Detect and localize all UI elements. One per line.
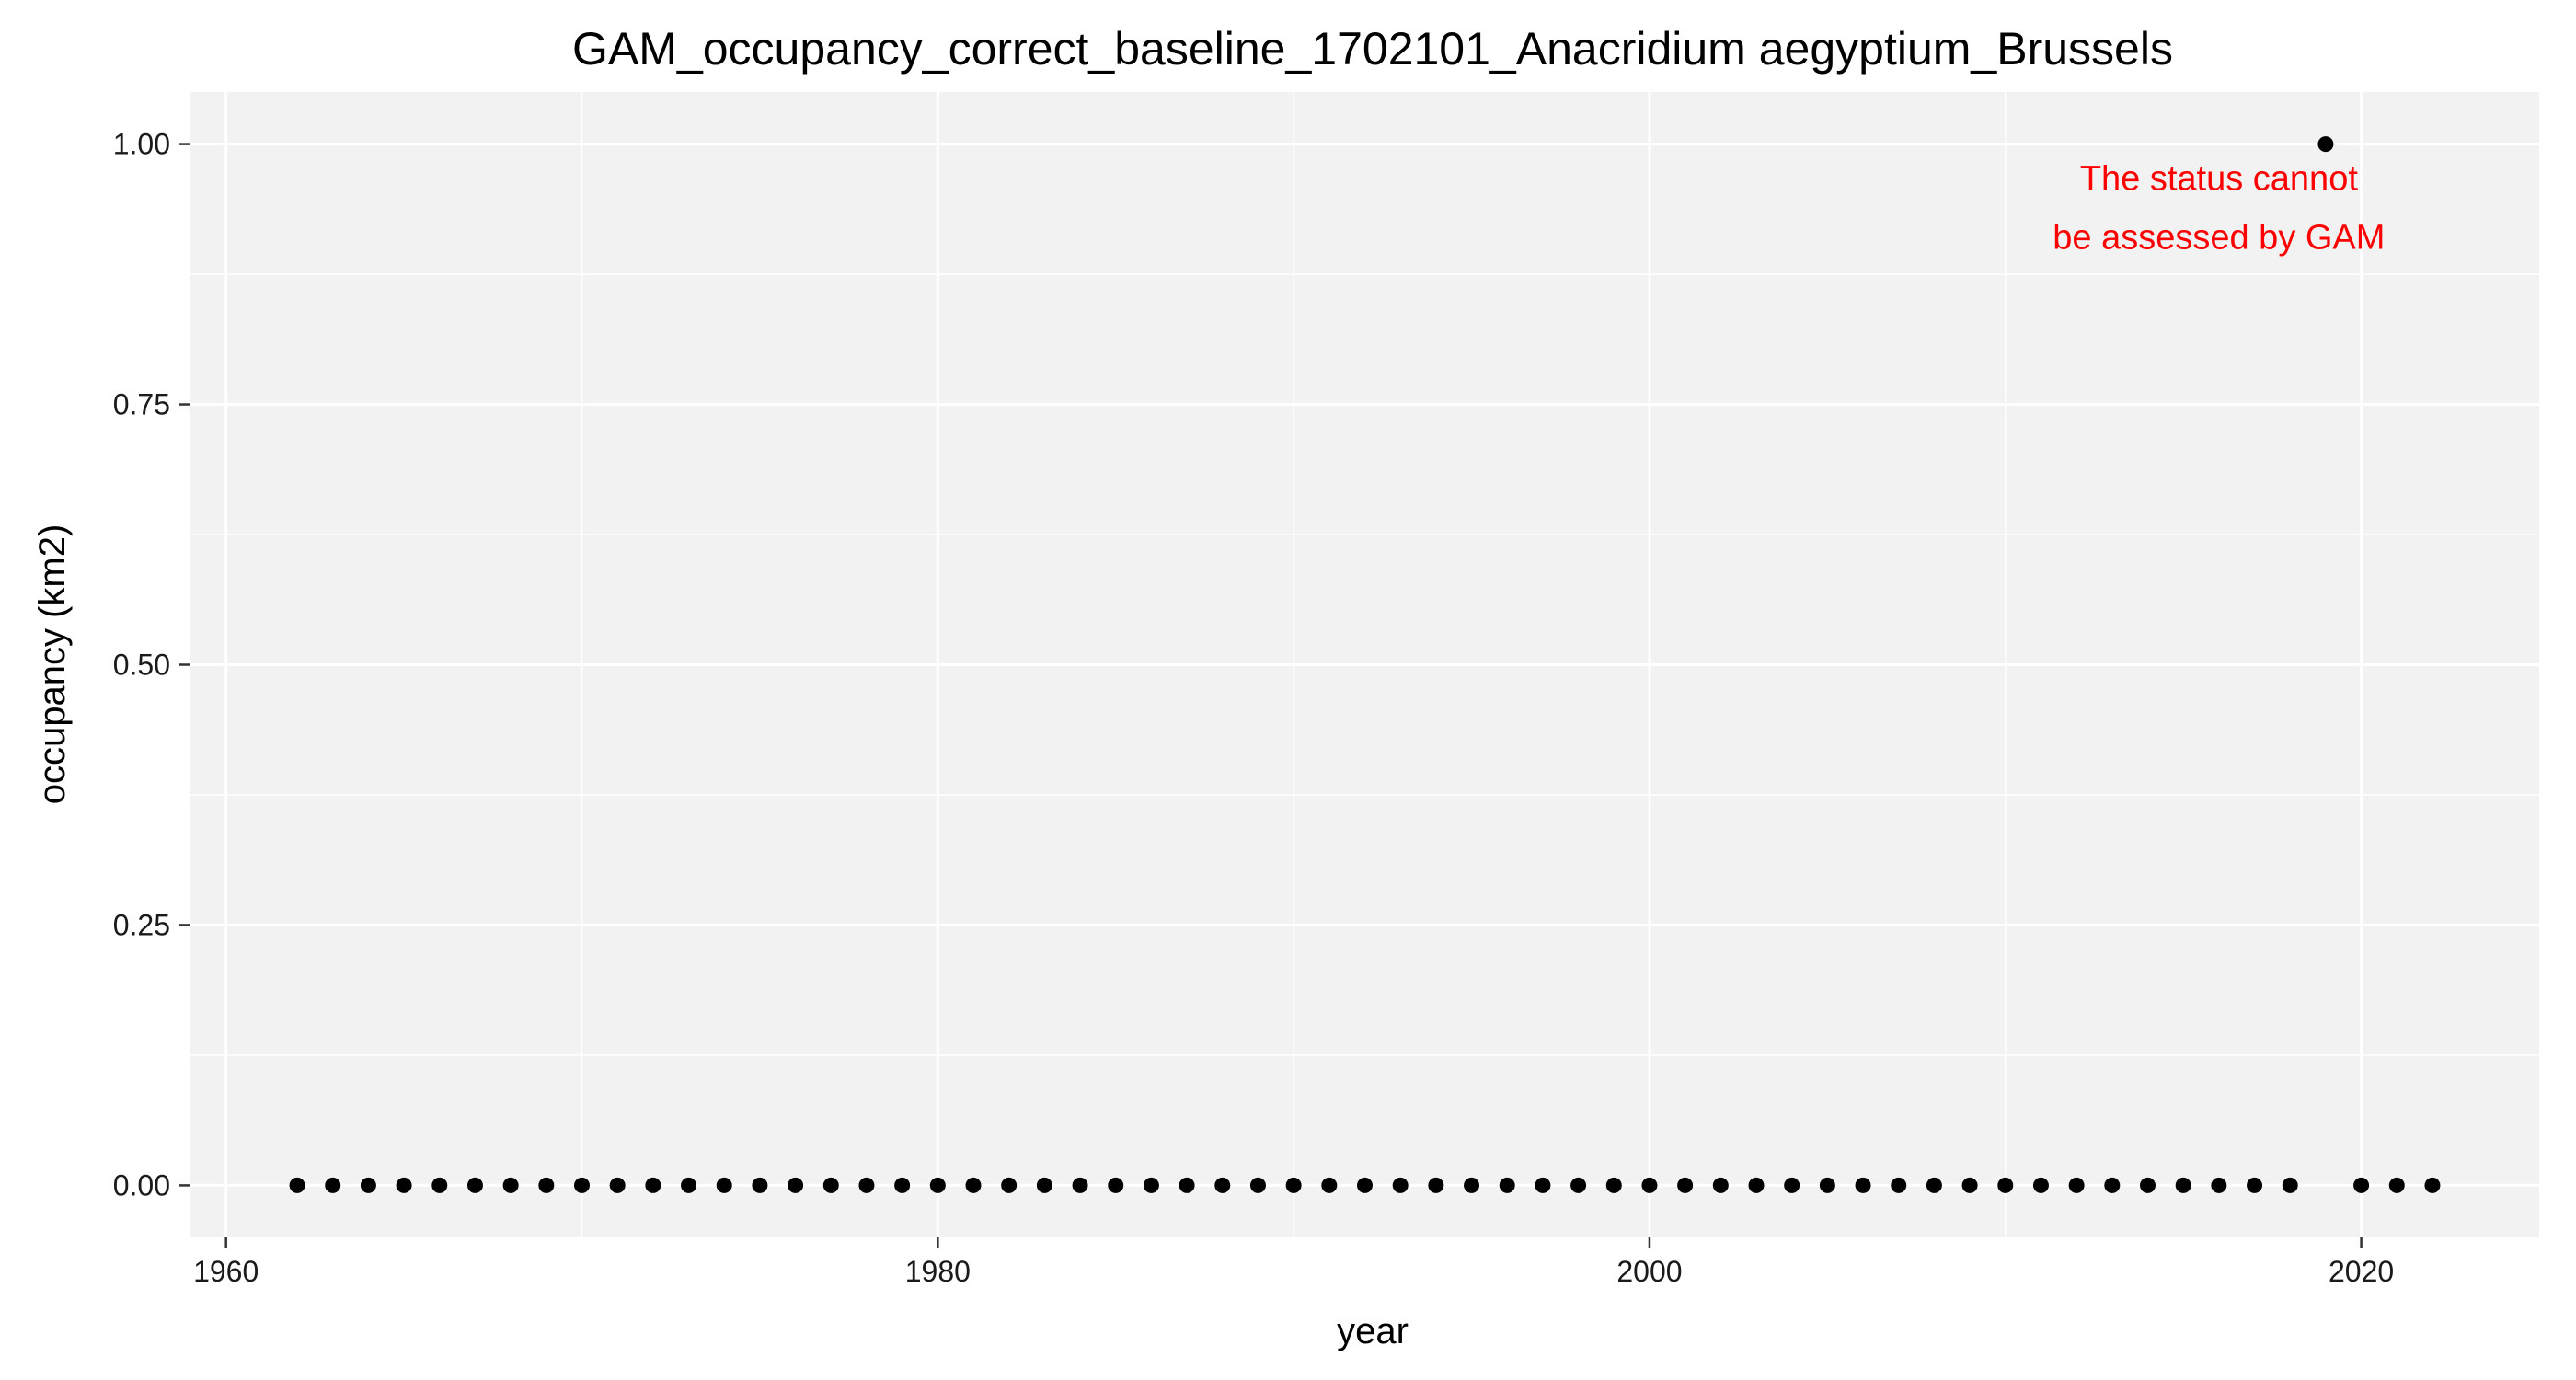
- x-tick-label: 1980: [905, 1255, 971, 1288]
- annotation-line: be assessed by GAM: [2053, 219, 2385, 258]
- data-point: [1214, 1177, 1231, 1193]
- data-point: [1392, 1177, 1409, 1193]
- y-axis: 0.00 0.25 0.50 0.75 1.00: [113, 128, 190, 1202]
- data-point: [2424, 1177, 2441, 1193]
- data-point: [645, 1177, 661, 1193]
- x-tick-label: 1960: [193, 1255, 259, 1288]
- y-axis-title: occupancy (km2): [32, 524, 73, 805]
- data-point: [1357, 1177, 1373, 1193]
- data-point: [1499, 1177, 1515, 1193]
- data-point: [1997, 1177, 2014, 1193]
- data-point: [2282, 1177, 2298, 1193]
- x-tick-label: 2020: [2329, 1255, 2394, 1288]
- data-point: [2140, 1177, 2156, 1193]
- data-point: [2247, 1177, 2263, 1193]
- data-point: [1784, 1177, 1800, 1193]
- data-point: [2317, 136, 2334, 153]
- y-tick-label: 1.00: [113, 128, 170, 161]
- data-point: [502, 1177, 519, 1193]
- annotation: The status cannot be assessed by GAM: [2053, 160, 2385, 258]
- data-point: [396, 1177, 412, 1193]
- data-point: [2104, 1177, 2121, 1193]
- y-tick-label: 0.75: [113, 388, 170, 421]
- annotation-line: The status cannot: [2080, 160, 2359, 199]
- data-point: [822, 1177, 839, 1193]
- data-point: [574, 1177, 590, 1193]
- data-point: [360, 1177, 376, 1193]
- data-point: [1001, 1177, 1018, 1193]
- data-point: [1321, 1177, 1338, 1193]
- data-point: [431, 1177, 448, 1193]
- data-point: [752, 1177, 768, 1193]
- data-point: [1605, 1177, 1622, 1193]
- x-axis: 1960 1980 2000 2020: [193, 1237, 2394, 1288]
- data-point: [1036, 1177, 1052, 1193]
- data-points: [289, 136, 2441, 1193]
- y-tick-label: 0.25: [113, 908, 170, 941]
- data-point: [1819, 1177, 1835, 1193]
- data-point: [1464, 1177, 1480, 1193]
- data-point: [1748, 1177, 1765, 1193]
- data-point: [1428, 1177, 1444, 1193]
- chart-title: GAM_occupancy_correct_baseline_1702101_A…: [572, 23, 2173, 75]
- y-tick-label: 0.50: [113, 649, 170, 682]
- data-point: [2211, 1177, 2227, 1193]
- x-tick-label: 2000: [1616, 1255, 1682, 1288]
- data-point: [965, 1177, 982, 1193]
- data-point: [858, 1177, 875, 1193]
- data-point: [1891, 1177, 1907, 1193]
- data-point: [1855, 1177, 1871, 1193]
- data-point: [2175, 1177, 2191, 1193]
- data-point: [1143, 1177, 1159, 1193]
- data-point: [1072, 1177, 1088, 1193]
- data-point: [325, 1177, 341, 1193]
- data-point: [466, 1177, 483, 1193]
- data-point: [1249, 1177, 1266, 1193]
- data-point: [1641, 1177, 1658, 1193]
- data-point: [788, 1177, 804, 1193]
- data-point: [1712, 1177, 1729, 1193]
- data-point: [1926, 1177, 1942, 1193]
- data-point: [2032, 1177, 2049, 1193]
- data-point: [1179, 1177, 1195, 1193]
- data-point: [609, 1177, 626, 1193]
- data-point: [716, 1177, 732, 1193]
- data-point: [1570, 1177, 1587, 1193]
- data-point: [894, 1177, 911, 1193]
- data-point: [1285, 1177, 1302, 1193]
- x-axis-title: year: [1337, 1311, 1409, 1351]
- data-point: [538, 1177, 555, 1193]
- data-point: [2068, 1177, 2085, 1193]
- data-point: [1677, 1177, 1694, 1193]
- data-point: [289, 1177, 305, 1193]
- data-point: [929, 1177, 946, 1193]
- data-point: [681, 1177, 697, 1193]
- data-point: [1535, 1177, 1551, 1193]
- data-point: [2388, 1177, 2405, 1193]
- grid-major: [190, 92, 2539, 1237]
- y-tick-label: 0.00: [113, 1168, 170, 1202]
- data-point: [2353, 1177, 2370, 1193]
- data-point: [1961, 1177, 1978, 1193]
- data-point: [1108, 1177, 1124, 1193]
